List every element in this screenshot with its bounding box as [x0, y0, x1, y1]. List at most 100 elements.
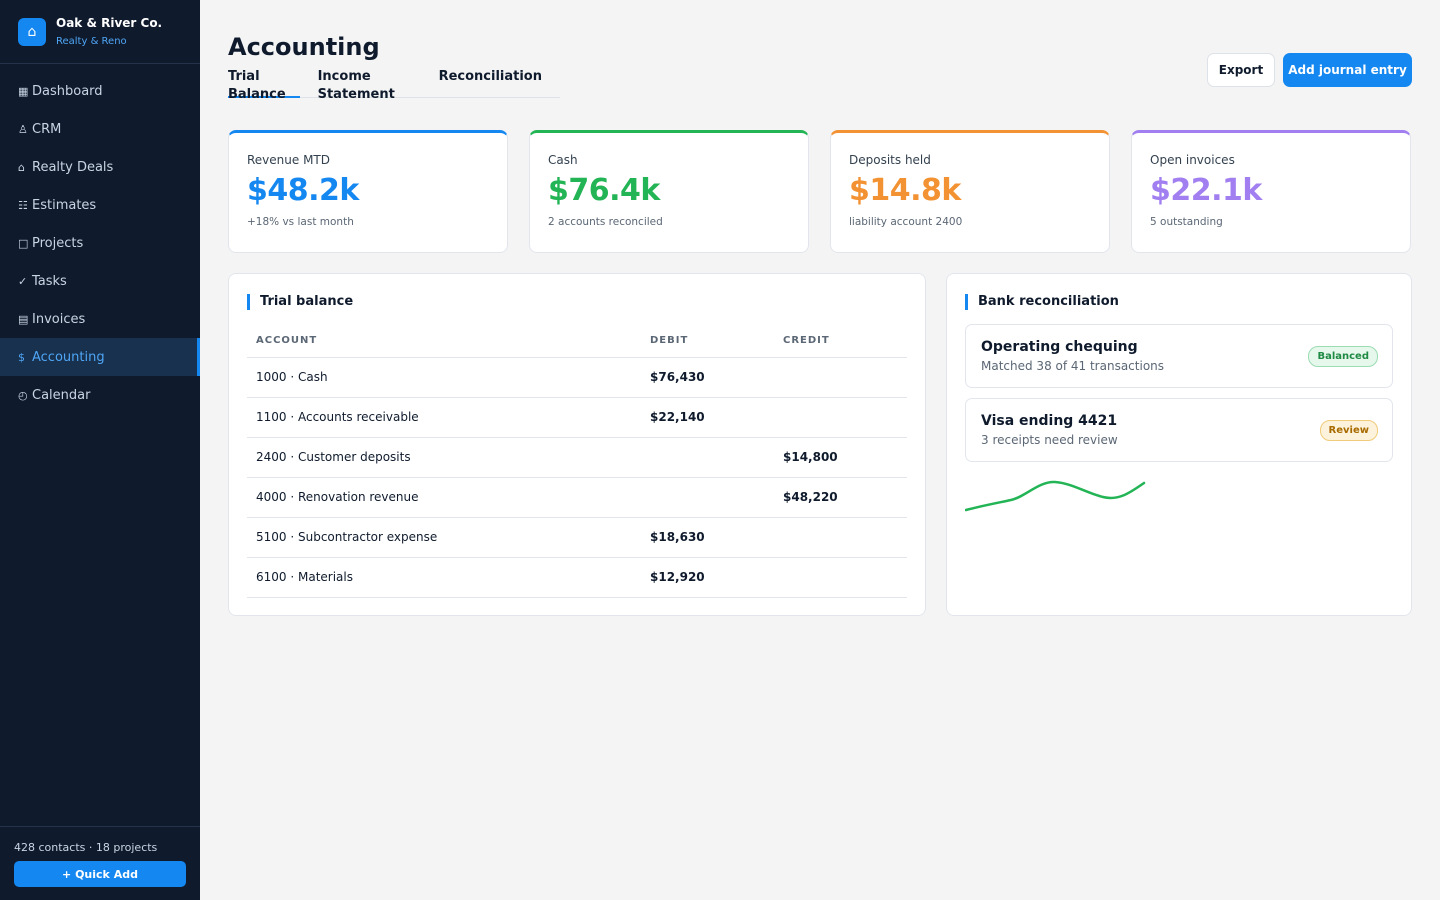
kpi-card-revenue-mtd[interactable]: Revenue MTD $48.2k +18% vs last month — [228, 130, 508, 253]
reconciliation-account-card[interactable]: Visa ending 4421 3 receipts need review Re… — [965, 398, 1393, 462]
kpi-label: Cash — [548, 153, 578, 167]
kpi-value: $76.4k — [548, 173, 660, 208]
debit-cell — [641, 477, 774, 518]
credit-cell: $14,800 — [774, 437, 907, 478]
credit-cell — [774, 397, 907, 438]
kpi-label: Revenue MTD — [247, 153, 330, 167]
credit-cell: $48,220 — [774, 477, 907, 518]
reconciliation-sparkline — [965, 480, 1146, 512]
sidebar-item-label: Tasks — [32, 273, 67, 289]
invoice-icon: ▤ — [18, 312, 29, 326]
sidebar-item-estimates[interactable]: ☷ Estimates — [0, 186, 200, 224]
estimates-icon: ☷ — [18, 198, 28, 212]
kpi-card-deposits-held[interactable]: Deposits held $14.8k liability account 240… — [830, 130, 1110, 253]
sidebar-item-label: CRM — [32, 121, 62, 137]
sidebar-item-label: Dashboard — [32, 83, 103, 99]
account-status-text: Matched 38 of 41 transactions — [981, 359, 1165, 373]
bank-reconciliation-panel: Bank reconciliation Operating chequing Ma… — [946, 273, 1412, 616]
column-header-credit[interactable]: CREDIT — [774, 324, 907, 358]
quick-add-button[interactable]: + Quick Add — [14, 861, 186, 887]
debit-cell — [641, 437, 774, 478]
credit-cell — [774, 557, 907, 598]
table-row[interactable]: 1000 · Cash $76,430 — [247, 357, 907, 398]
status-badge: Review — [1319, 420, 1378, 441]
crm-icon: ♙ — [18, 122, 28, 136]
sidebar-item-realty-deals[interactable]: ⌂ Realty Deals — [0, 148, 200, 186]
debit-cell: $76,430 — [641, 357, 774, 398]
account-cell: 6100 · Materials — [247, 557, 641, 598]
sidebar-nav: ▦ Dashboard ♙ CRM ⌂ Realty Deals ☷ Estimates □ Pr… — [0, 72, 200, 414]
account-cell: 1100 · Accounts receivable — [247, 397, 641, 438]
tab-trial-balance[interactable]: Trial Balance — [228, 68, 300, 102]
kpi-subtext: 5 outstanding — [1150, 216, 1223, 228]
account-cell: 1000 · Cash — [247, 357, 641, 398]
sidebar-item-dashboard[interactable]: ▦ Dashboard — [0, 72, 200, 110]
debit-cell: $12,920 — [641, 557, 774, 598]
trial-balance-table: ACCOUNT DEBIT CREDIT 1000 · Cash $76,430 1… — [247, 324, 907, 598]
sidebar-item-label: Estimates — [32, 197, 97, 213]
kpi-card-cash[interactable]: Cash $76.4k 2 accounts reconciled — [529, 130, 809, 253]
kpi-card-open-invoices[interactable]: Open invoices $22.1k 5 outstanding — [1131, 130, 1411, 253]
brand-subtitle: Realty & Reno — [56, 36, 127, 47]
export-button[interactable]: Export — [1207, 53, 1275, 87]
account-cell: 4000 · Renovation revenue — [247, 477, 641, 518]
account-status-text: 3 receipts need review — [981, 433, 1118, 447]
home-icon: ⌂ — [18, 17, 46, 46]
sidebar-item-crm[interactable]: ♙ CRM — [0, 110, 200, 148]
sidebar-item-label: Accounting — [32, 349, 105, 365]
page-title: Accounting — [228, 33, 380, 61]
bank-reconciliation-title: Bank reconciliation — [965, 294, 1119, 310]
sidebar-stats: 428 contacts · 18 projects — [14, 841, 158, 854]
brand-name: Oak & River Co. — [56, 16, 163, 30]
dollar-icon: $ — [18, 350, 25, 364]
account-name: Operating chequing — [981, 339, 1138, 355]
kpi-subtext: liability account 2400 — [849, 216, 963, 228]
trial-balance-panel: Trial balance ACCOUNT DEBIT CREDIT 1000 … — [228, 273, 926, 616]
sidebar-item-label: Invoices — [32, 311, 86, 327]
status-badge: Balanced — [1308, 346, 1378, 367]
table-row[interactable]: 5100 · Subcontractor expense $18,630 — [247, 517, 907, 558]
sidebar-item-calendar[interactable]: ◴ Calendar — [0, 376, 200, 414]
kpi-value: $48.2k — [247, 173, 359, 208]
sidebar-item-invoices[interactable]: ▤ Invoices — [0, 300, 200, 338]
dashboard-icon: ▦ — [18, 84, 29, 98]
sidebar-item-tasks[interactable]: ✓ Tasks — [0, 262, 200, 300]
account-cell: 2400 · Customer deposits — [247, 437, 641, 478]
sidebar-footer: 428 contacts · 18 projects + Quick Add — [0, 826, 200, 900]
kpi-subtext: 2 accounts reconciled — [548, 216, 663, 228]
credit-cell — [774, 357, 907, 398]
sidebar-item-label: Projects — [32, 235, 84, 251]
table-row[interactable]: 4000 · Renovation revenue $48,220 — [247, 477, 907, 518]
kpi-label: Open invoices — [1150, 153, 1235, 167]
check-icon: ✓ — [18, 274, 28, 288]
sidebar-item-label: Calendar — [32, 387, 91, 403]
table-row[interactable]: 2400 · Customer deposits $14,800 — [247, 437, 907, 478]
sidebar: ⌂ Oak & River Co. Realty & Reno ▦ Dashboa… — [0, 0, 200, 900]
sidebar-item-label: Realty Deals — [32, 159, 114, 175]
tab-reconciliation[interactable]: Reconciliation — [438, 69, 542, 84]
credit-cell — [774, 517, 907, 558]
sidebar-item-accounting[interactable]: $ Accounting — [0, 338, 200, 376]
table-row[interactable]: 6100 · Materials $12,920 — [247, 557, 907, 598]
kpi-value: $14.8k — [849, 173, 961, 208]
column-header-account[interactable]: ACCOUNT — [247, 324, 641, 358]
main-content: Accounting Trial Balance Income Statement… — [228, 0, 1412, 900]
brand[interactable]: ⌂ Oak & River Co. Realty & Reno — [0, 0, 200, 64]
column-header-debit[interactable]: DEBIT — [641, 324, 774, 358]
account-name: Visa ending 4421 — [981, 413, 1118, 429]
reconciliation-account-card[interactable]: Operating chequing Matched 38 of 41 trans… — [965, 324, 1393, 388]
kpi-subtext: +18% vs last month — [247, 216, 354, 228]
tab-income-statement[interactable]: Income Statement — [317, 69, 395, 102]
debit-cell: $18,630 — [641, 517, 774, 558]
calendar-icon: ◴ — [18, 388, 28, 402]
tab-bar: Trial Balance Income Statement Reconciliat… — [228, 68, 560, 102]
account-cell: 5100 · Subcontractor expense — [247, 517, 641, 558]
sidebar-item-projects[interactable]: □ Projects — [0, 224, 200, 262]
house-icon: ⌂ — [18, 160, 25, 174]
trial-balance-title: Trial balance — [247, 294, 353, 310]
add-journal-entry-button[interactable]: Add journal entry — [1283, 53, 1412, 87]
projects-icon: □ — [18, 236, 29, 250]
debit-cell: $22,140 — [641, 397, 774, 438]
table-row[interactable]: 1100 · Accounts receivable $22,140 — [247, 397, 907, 438]
kpi-value: $22.1k — [1150, 173, 1262, 208]
